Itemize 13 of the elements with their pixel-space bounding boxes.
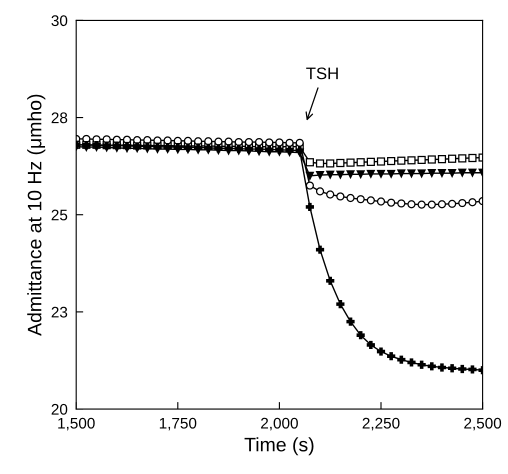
x-tick-label: 2,000	[261, 418, 298, 430]
y-tick-label: 25	[52, 210, 68, 220]
y-tick-label: 23	[52, 306, 68, 318]
x-tick-label: 2,500	[464, 418, 502, 430]
y-tick-label: 30	[51, 15, 68, 26]
y-tick-label: 20	[52, 404, 68, 415]
x-axis-title: Time (s)	[244, 437, 314, 456]
x-tick-label: 2,250	[362, 418, 400, 430]
y-axis-title: Admittance at 10 Hz (μmho)	[27, 94, 46, 336]
annotation: TSH	[306, 67, 338, 80]
y-tick-label: 28	[52, 112, 68, 124]
x-tick-label: 1,750	[160, 418, 196, 430]
x-tick-label: 1,500	[58, 418, 95, 430]
